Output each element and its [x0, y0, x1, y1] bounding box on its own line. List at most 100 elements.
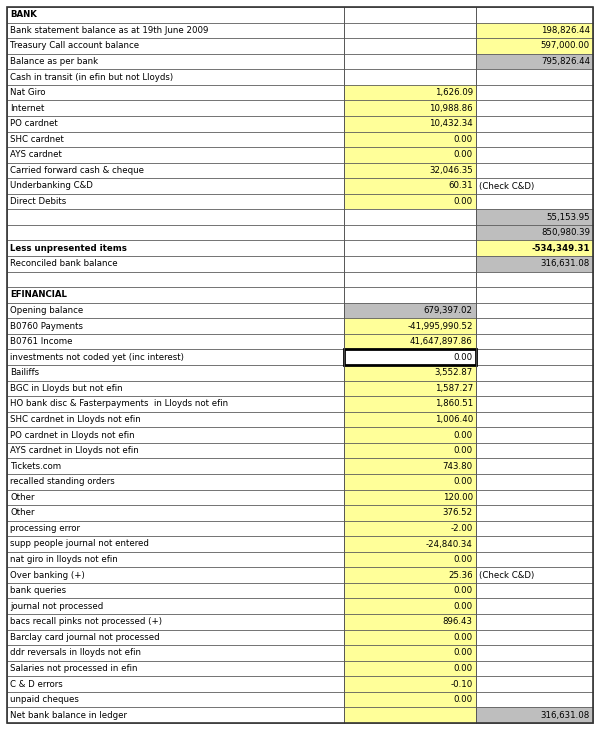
Text: 795,826.44: 795,826.44: [541, 57, 590, 66]
Bar: [476, 427, 593, 443]
Bar: [344, 116, 476, 131]
Bar: [476, 131, 593, 147]
Bar: [344, 38, 476, 54]
Bar: [344, 427, 476, 443]
Text: 0.00: 0.00: [454, 648, 473, 658]
Bar: [476, 614, 593, 629]
Bar: [344, 365, 476, 380]
Text: Net bank balance in ledger: Net bank balance in ledger: [11, 711, 128, 720]
Bar: [344, 490, 476, 505]
Text: C & D errors: C & D errors: [11, 680, 63, 688]
Bar: [344, 225, 476, 240]
Text: SHC cardnet in Lloyds not efin: SHC cardnet in Lloyds not efin: [11, 415, 141, 424]
Bar: [7, 178, 344, 193]
Text: PO cardnet: PO cardnet: [11, 119, 58, 128]
Bar: [344, 707, 476, 723]
Bar: [476, 490, 593, 505]
Bar: [344, 178, 476, 193]
Text: 3,552.87: 3,552.87: [434, 368, 473, 377]
Text: Tickets.com: Tickets.com: [11, 461, 62, 471]
Bar: [344, 147, 476, 163]
Bar: [476, 38, 593, 54]
Bar: [7, 692, 344, 707]
Text: 25.36: 25.36: [448, 571, 473, 580]
Text: 0.00: 0.00: [454, 586, 473, 595]
Bar: [344, 7, 476, 23]
Text: -0.10: -0.10: [451, 680, 473, 688]
Text: 0.00: 0.00: [454, 431, 473, 439]
Text: 0.00: 0.00: [454, 664, 473, 673]
Text: 0.00: 0.00: [454, 353, 473, 362]
Bar: [476, 583, 593, 599]
Bar: [7, 287, 344, 303]
Text: 120.00: 120.00: [443, 493, 473, 502]
Text: EFINANCIAL: EFINANCIAL: [11, 291, 67, 299]
Bar: [344, 193, 476, 210]
Bar: [7, 334, 344, 350]
Text: BANK: BANK: [11, 10, 37, 19]
Bar: [476, 287, 593, 303]
Bar: [476, 552, 593, 567]
Bar: [476, 256, 593, 272]
Text: Internet: Internet: [11, 104, 45, 112]
Bar: [476, 707, 593, 723]
Bar: [476, 7, 593, 23]
Bar: [7, 131, 344, 147]
Bar: [476, 661, 593, 676]
Bar: [7, 38, 344, 54]
Bar: [344, 552, 476, 567]
Bar: [344, 210, 476, 225]
Bar: [344, 458, 476, 474]
Bar: [476, 412, 593, 427]
Bar: [476, 334, 593, 350]
Text: 376.52: 376.52: [443, 508, 473, 518]
Bar: [344, 520, 476, 537]
Bar: [476, 240, 593, 256]
Bar: [7, 350, 344, 365]
Bar: [476, 101, 593, 116]
Bar: [344, 583, 476, 599]
Bar: [7, 458, 344, 474]
Bar: [476, 599, 593, 614]
Bar: [7, 599, 344, 614]
Bar: [7, 520, 344, 537]
Bar: [476, 272, 593, 287]
Bar: [7, 210, 344, 225]
Bar: [7, 147, 344, 163]
Bar: [476, 380, 593, 396]
Bar: [7, 69, 344, 85]
Bar: [476, 365, 593, 380]
Bar: [7, 645, 344, 661]
Text: PO cardnet in Lloyds not efin: PO cardnet in Lloyds not efin: [11, 431, 135, 439]
Bar: [476, 147, 593, 163]
Bar: [344, 54, 476, 69]
Bar: [476, 520, 593, 537]
Text: AYS cardnet in Lloyds not efin: AYS cardnet in Lloyds not efin: [11, 446, 139, 455]
Bar: [476, 396, 593, 412]
Bar: [7, 380, 344, 396]
Text: Other: Other: [11, 508, 35, 518]
Text: Less unpresented items: Less unpresented items: [11, 244, 127, 253]
Bar: [476, 318, 593, 334]
Bar: [344, 443, 476, 458]
Bar: [7, 256, 344, 272]
Text: processing error: processing error: [11, 524, 80, 533]
Bar: [344, 380, 476, 396]
Bar: [344, 240, 476, 256]
Bar: [344, 396, 476, 412]
Text: bank queries: bank queries: [11, 586, 67, 595]
Bar: [476, 629, 593, 645]
Text: Underbanking C&D: Underbanking C&D: [11, 182, 94, 191]
Text: 10,988.86: 10,988.86: [429, 104, 473, 112]
Text: 0.00: 0.00: [454, 555, 473, 564]
Text: Barclay card journal not processed: Barclay card journal not processed: [11, 633, 160, 642]
Bar: [7, 505, 344, 520]
Bar: [7, 193, 344, 210]
Bar: [344, 474, 476, 490]
Text: B0761 Income: B0761 Income: [11, 337, 73, 346]
Bar: [7, 85, 344, 101]
Bar: [7, 583, 344, 599]
Bar: [476, 85, 593, 101]
Text: Treasury Call account balance: Treasury Call account balance: [11, 42, 140, 50]
Bar: [344, 85, 476, 101]
